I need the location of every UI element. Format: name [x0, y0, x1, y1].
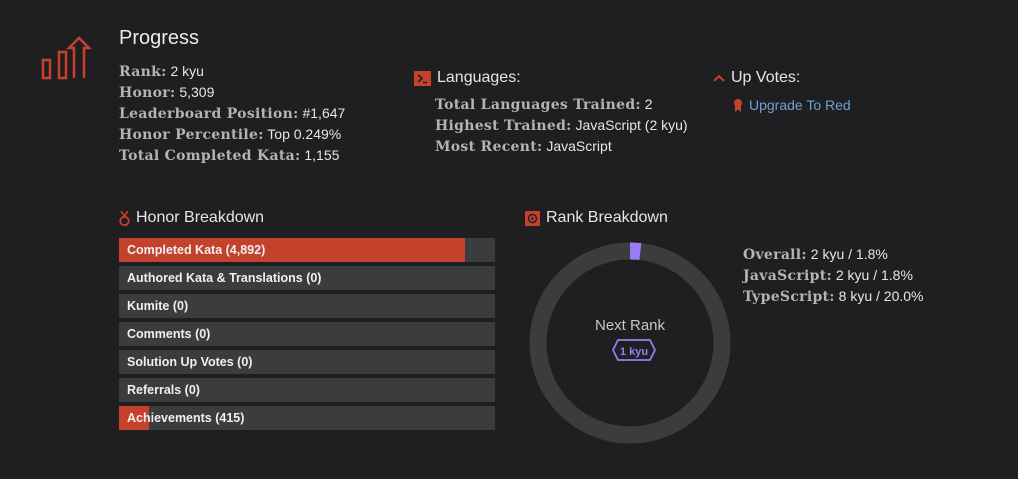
- rank-javascript-row: JavaScript: 2 kyu / 1.8%: [743, 265, 923, 286]
- honor-label: Honor:: [119, 85, 176, 101]
- rank-overall-row: Overall: 2 kyu / 1.8%: [743, 244, 923, 265]
- next-rank-text: Next Rank: [595, 317, 666, 334]
- percentile-label: Honor Percentile:: [119, 127, 264, 143]
- completed-value: 1,155: [304, 147, 340, 163]
- progress-title: Progress: [119, 27, 200, 49]
- rank-breakdown-title: Rank Breakdown: [546, 209, 668, 226]
- leaderboard-label: Leaderboard Position:: [119, 106, 299, 122]
- next-rank-badge: 1 kyu: [620, 346, 648, 358]
- honor-bar-label: Achievements (415): [127, 411, 245, 425]
- honor-bar: Referrals (0): [119, 378, 495, 402]
- honor-bar-label: Referrals (0): [127, 383, 200, 397]
- rank-ring-track: [529, 242, 731, 444]
- medal-icon: [119, 210, 130, 226]
- honor-bar-label: Completed Kata (4,892): [127, 243, 266, 257]
- languages-total-row: Total Languages Trained: 2: [435, 94, 688, 115]
- languages-highest-row: Highest Trained: JavaScript (2 kyu): [435, 115, 688, 136]
- honor-bar: Solution Up Votes (0): [119, 350, 495, 374]
- languages-recent-label: Most Recent:: [435, 139, 543, 155]
- rank-ring-progress: [529, 242, 731, 444]
- upgrade-row: Upgrade To Red: [733, 94, 851, 115]
- completed-row: Total Completed Kata: 1,155: [119, 145, 345, 166]
- rank-value: 2 kyu: [170, 63, 204, 79]
- terminal-icon: [414, 70, 431, 86]
- honor-bar-fill: [119, 406, 150, 430]
- honor-bar-label: Authored Kata & Translations (0): [127, 271, 322, 285]
- languages-list: Total Languages Trained: 2 Highest Train…: [435, 94, 688, 157]
- honor-bar-label: Solution Up Votes (0): [127, 355, 253, 369]
- completed-label: Total Completed Kata:: [119, 148, 301, 164]
- languages-heading: Languages:: [414, 67, 521, 89]
- languages-highest-value: JavaScript (2 kyu): [575, 117, 688, 133]
- upvotes-title: Up Votes:: [731, 69, 801, 86]
- rank-breakdown-heading: Rank Breakdown: [525, 207, 668, 229]
- percentile-value: Top 0.249%: [267, 126, 342, 142]
- upgrade-to-red-link[interactable]: Upgrade To Red: [749, 96, 851, 113]
- honor-bar: Achievements (415): [119, 406, 495, 430]
- languages-title: Languages:: [437, 69, 521, 86]
- rank-typescript-value: 8 kyu / 20.0%: [838, 288, 924, 304]
- rank-typescript-row: TypeScript: 8 kyu / 20.0%: [743, 286, 923, 307]
- rank-overall-label: Overall:: [743, 247, 807, 263]
- honor-value: 5,309: [179, 84, 215, 100]
- honor-bar-label: Comments (0): [127, 327, 211, 341]
- upvotes-heading: Up Votes:: [713, 67, 800, 89]
- languages-total-value: 2: [644, 96, 653, 112]
- rank-progress-ring: Next Rank 1 kyu: [529, 242, 731, 444]
- progress-section: Progress Rank: 2 kyu Honor: 5,309 Leader…: [119, 27, 345, 166]
- target-icon: [525, 210, 540, 226]
- chevron-up-icon: [713, 74, 725, 82]
- honor-bar: Kumite (0): [119, 294, 495, 318]
- rank-javascript-value: 2 kyu / 1.8%: [835, 267, 913, 283]
- rank-overall-value: 2 kyu / 1.8%: [810, 246, 888, 262]
- rank-javascript-label: JavaScript:: [743, 268, 832, 284]
- leaderboard-row: Leaderboard Position: #1,647: [119, 103, 345, 124]
- progress-chart-icon: [41, 36, 93, 80]
- honor-bar: Authored Kata & Translations (0): [119, 266, 495, 290]
- honor-bar-label: Kumite (0): [127, 299, 189, 313]
- leaderboard-value: #1,647: [302, 105, 346, 121]
- ribbon-badge-icon: [734, 98, 742, 112]
- honor-bar-fill: [119, 238, 465, 262]
- rank-label: Rank:: [119, 64, 167, 80]
- honor-bar: Comments (0): [119, 322, 495, 346]
- languages-highest-label: Highest Trained:: [435, 118, 572, 134]
- honor-breakdown-title: Honor Breakdown: [136, 209, 265, 226]
- languages-recent-value: JavaScript: [546, 138, 612, 154]
- rank-typescript-label: TypeScript:: [743, 289, 835, 305]
- honor-row: Honor: 5,309: [119, 82, 345, 103]
- percentile-row: Honor Percentile: Top 0.249%: [119, 124, 345, 145]
- next-rank-badge-shape: [611, 339, 657, 361]
- honor-bar: Completed Kata (4,892): [119, 238, 495, 262]
- honor-breakdown-heading: Honor Breakdown: [119, 207, 264, 229]
- rank-details: Overall: 2 kyu / 1.8% JavaScript: 2 kyu …: [743, 244, 923, 307]
- rank-row: Rank: 2 kyu: [119, 61, 345, 82]
- languages-total-label: Total Languages Trained:: [435, 97, 641, 113]
- languages-recent-row: Most Recent: JavaScript: [435, 136, 688, 157]
